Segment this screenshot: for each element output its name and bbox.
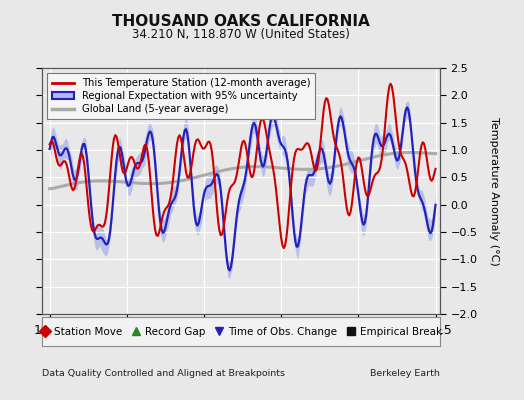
Text: Data Quality Controlled and Aligned at Breakpoints: Data Quality Controlled and Aligned at B… [42, 369, 285, 378]
Text: THOUSAND OAKS CALIFORNIA: THOUSAND OAKS CALIFORNIA [112, 14, 370, 29]
Legend: Station Move, Record Gap, Time of Obs. Change, Empirical Break: Station Move, Record Gap, Time of Obs. C… [36, 324, 446, 340]
Y-axis label: Temperature Anomaly (°C): Temperature Anomaly (°C) [488, 117, 498, 265]
Legend: This Temperature Station (12-month average), Regional Expectation with 95% uncer: This Temperature Station (12-month avera… [47, 73, 315, 119]
Text: 34.210 N, 118.870 W (United States): 34.210 N, 118.870 W (United States) [132, 28, 350, 41]
Text: Berkeley Earth: Berkeley Earth [370, 369, 440, 378]
